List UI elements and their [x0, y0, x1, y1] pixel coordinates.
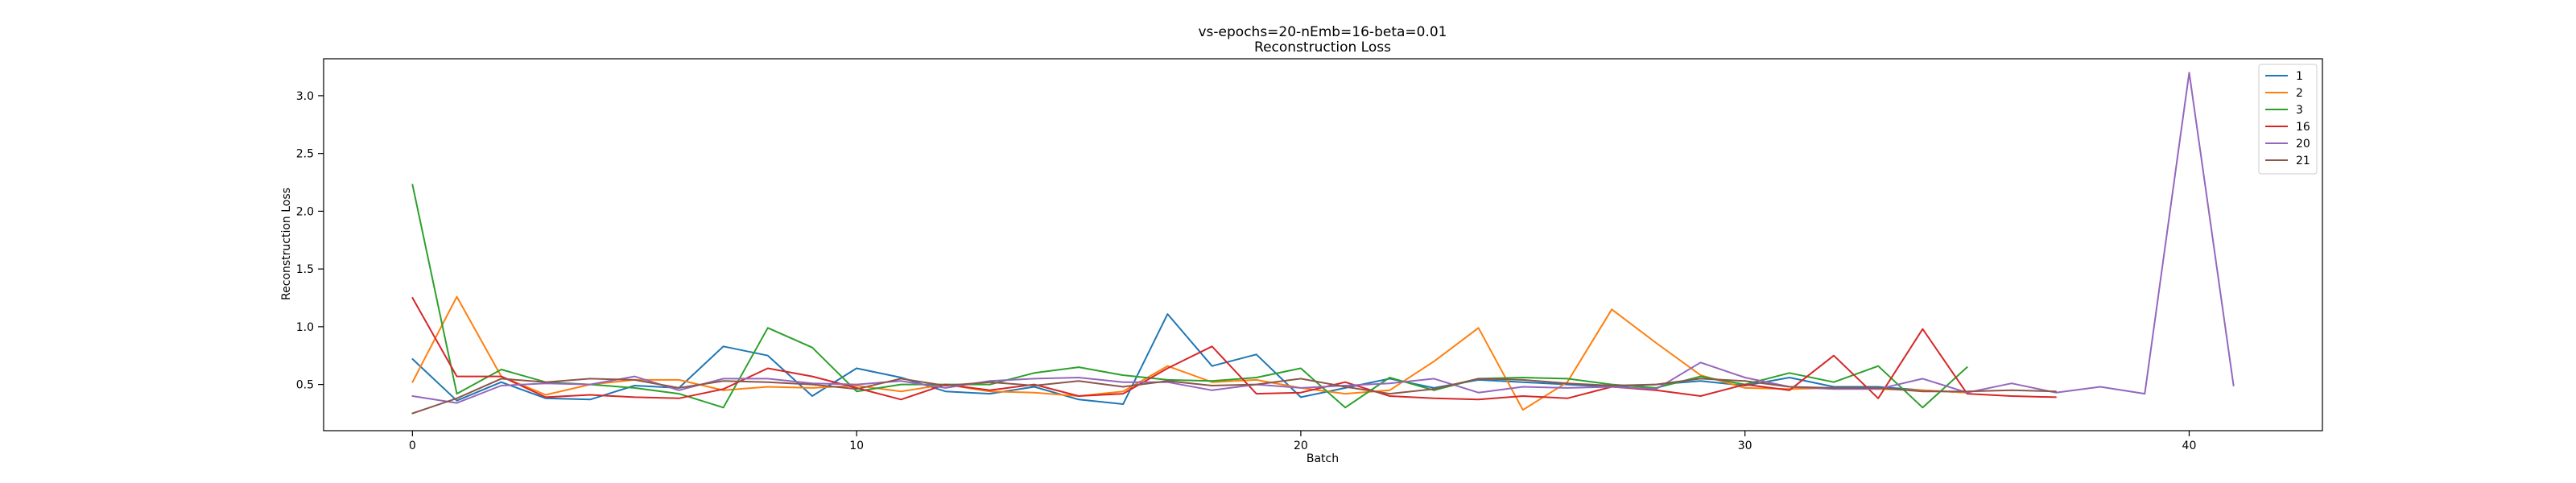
legend-label-3: 3: [2296, 104, 2303, 117]
x-tick-label: 0: [409, 440, 416, 452]
ticks-layer: 0 10 20 30 40 0.5 1.0 1.5 2.0 2.5 3.0: [296, 90, 2197, 452]
x-tick-label: 20: [1294, 440, 1308, 452]
chart-subtitle: Reconstruction Loss: [1254, 39, 1391, 56]
series-line-3: [411, 184, 1968, 409]
y-tick-label: 1.0: [296, 321, 314, 334]
y-axis-label: Reconstruction Loss: [280, 188, 293, 300]
axes-layer: [323, 58, 2323, 431]
y-tick-label: 3.0: [296, 90, 314, 103]
legend-label-16: 16: [2296, 121, 2310, 134]
series-line-16: [411, 297, 2057, 401]
y-tick-label: 1.5: [296, 263, 314, 276]
legend-label-2: 2: [2296, 87, 2303, 100]
plot-frame: [323, 58, 2323, 431]
series-line-1: [411, 313, 1968, 405]
y-tick-label: 0.5: [296, 379, 314, 392]
x-tick-label: 30: [1738, 440, 1752, 452]
y-tick-label: 2.5: [296, 148, 314, 161]
x-tick-label: 10: [849, 440, 864, 452]
series-line-21: [411, 378, 2057, 415]
legend: 1 2 3 16 20 21: [2258, 64, 2318, 175]
series-layer: [411, 72, 2235, 415]
chart-title: vs-epochs=20-nEmb=16-beta=0.01: [1199, 24, 1447, 40]
x-axis-label: Batch: [1307, 452, 1339, 465]
y-tick-label: 2.0: [296, 205, 314, 218]
legend-label-1: 1: [2296, 70, 2303, 83]
series-line-2: [411, 295, 1968, 411]
series-line-20: [411, 72, 2235, 404]
legend-label-20: 20: [2296, 138, 2310, 151]
x-tick-label: 40: [2182, 440, 2197, 452]
legend-label-21: 21: [2296, 155, 2310, 167]
